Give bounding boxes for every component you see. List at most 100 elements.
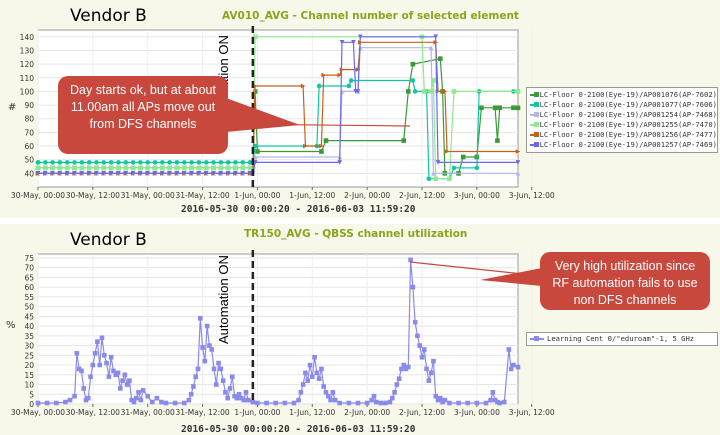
data-point — [229, 374, 235, 380]
data-point — [108, 165, 114, 171]
series-5 — [35, 34, 521, 176]
y-tick-label: 55 — [24, 293, 34, 302]
data-point — [213, 382, 219, 387]
y-tick-label: 130 — [20, 46, 35, 55]
chart-title-bottom: TR150_AVG - QBSS channel utilization — [244, 228, 468, 240]
data-point — [99, 335, 105, 341]
y-tick-label: 100 — [20, 87, 35, 96]
data-point — [515, 89, 521, 94]
x-tick-label: 3-Jun, 12:00 — [509, 191, 555, 200]
data-point — [123, 160, 129, 165]
data-point — [394, 382, 400, 387]
data-point — [515, 149, 521, 154]
automation-on-label-bottom: Automation ON — [216, 255, 231, 344]
data-point — [97, 362, 103, 368]
data-point — [138, 397, 144, 403]
data-point — [116, 171, 121, 176]
data-point — [43, 160, 48, 165]
legend-swatch — [530, 132, 539, 137]
data-point — [160, 160, 165, 165]
data-point — [421, 89, 427, 94]
data-point — [211, 171, 216, 176]
legend-entry: LC-Floor 0-2100 (Eye-19)/AP001255(AP-7470… — [527, 120, 717, 130]
data-point — [456, 400, 461, 406]
data-point — [181, 171, 187, 176]
data-point — [53, 400, 59, 406]
y-tick-label: 40 — [24, 322, 34, 331]
data-point — [424, 366, 429, 372]
x-tick-label: 2-Jun, 12:00 — [399, 191, 445, 200]
data-point — [255, 400, 260, 406]
data-point — [138, 171, 143, 176]
legend-series-name: LC-Floor 0-2100 — [539, 90, 605, 99]
legend-ap-id: (Eye-19)/AP001255(AP-7470) — [604, 120, 717, 129]
data-point — [145, 393, 151, 399]
data-point — [392, 390, 397, 395]
data-point — [307, 362, 313, 368]
data-point — [64, 171, 70, 176]
data-point — [79, 171, 85, 176]
y-tick-label: 10 — [24, 381, 34, 390]
data-point — [72, 165, 77, 171]
data-point — [92, 351, 98, 356]
data-point — [85, 395, 91, 401]
data-point — [243, 390, 249, 395]
data-point — [233, 165, 238, 171]
data-point — [116, 165, 121, 171]
data-point — [116, 160, 121, 165]
data-point — [218, 171, 224, 176]
data-point — [35, 400, 41, 406]
data-point — [181, 160, 187, 165]
data-point — [405, 364, 411, 370]
y-tick-label: 45 — [24, 312, 34, 321]
y-tick-label: 60 — [24, 283, 34, 292]
y-tick-label: 30 — [24, 342, 34, 351]
data-point — [419, 354, 425, 360]
data-point — [211, 366, 217, 372]
data-point — [300, 83, 306, 89]
data-point — [189, 160, 194, 165]
data-point — [444, 149, 450, 154]
legend-swatch — [530, 92, 539, 97]
data-point — [364, 400, 370, 406]
data-point — [167, 171, 172, 176]
data-point — [426, 378, 432, 383]
data-point — [296, 397, 301, 403]
data-point — [209, 347, 215, 352]
data-point — [196, 165, 202, 171]
data-point — [240, 165, 246, 171]
data-point — [479, 105, 484, 111]
data-point — [57, 160, 63, 165]
data-point — [152, 160, 158, 165]
data-point — [431, 171, 436, 176]
data-point — [72, 393, 77, 399]
data-point — [167, 160, 172, 165]
data-point — [120, 378, 125, 383]
data-point — [437, 56, 443, 61]
legend-swatch — [530, 102, 539, 107]
y-axis-label-bottom: % — [6, 320, 16, 331]
data-point — [189, 171, 194, 176]
data-point — [196, 171, 202, 176]
data-point — [145, 171, 151, 176]
data-point — [204, 323, 210, 329]
y-tick-label: 60 — [24, 142, 34, 151]
data-point — [303, 370, 308, 376]
data-point — [35, 160, 41, 165]
data-point — [421, 347, 427, 352]
y-tick-label: 25 — [24, 351, 34, 360]
data-point — [101, 165, 107, 171]
data-point — [106, 374, 112, 380]
data-point — [203, 160, 209, 165]
data-point — [247, 165, 253, 171]
data-point — [300, 382, 306, 387]
y-tick-label: 110 — [20, 74, 35, 83]
data-point — [35, 171, 41, 176]
data-point — [437, 395, 443, 401]
data-point — [167, 165, 172, 171]
legend-swatch — [530, 112, 539, 117]
legend-entry: LC-Floor 0-2100 (Eye-19)/AP001076(AP-7602… — [527, 90, 717, 100]
data-point — [225, 165, 231, 171]
x-tick-label: 1-Jun, 00:00 — [234, 408, 280, 417]
